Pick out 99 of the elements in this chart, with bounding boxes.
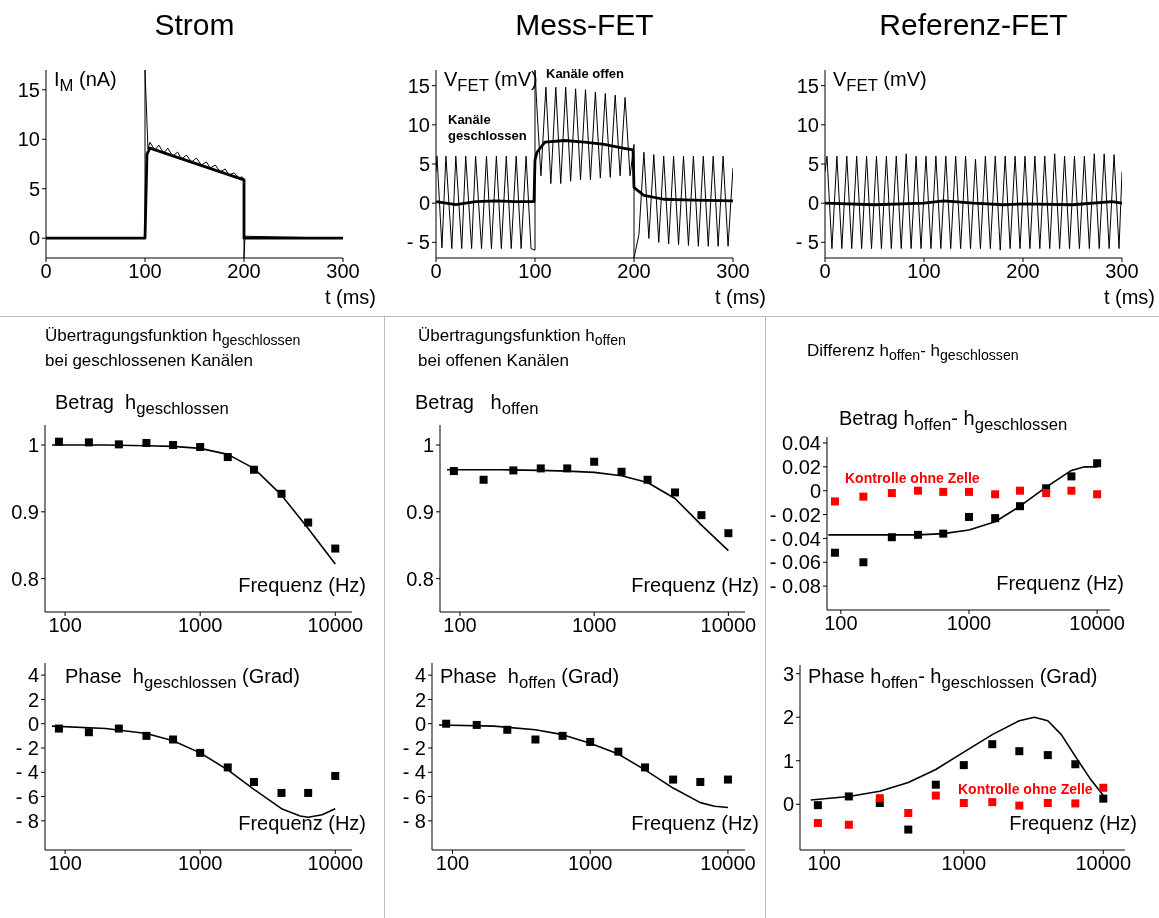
y-tick-label: 4 bbox=[414, 664, 426, 687]
x-tick-label: 1000 bbox=[946, 612, 992, 635]
y-tick-label: 2 bbox=[782, 706, 794, 729]
x-axis-title: Frequenz (Hz) bbox=[631, 812, 759, 835]
y-tick-label: 0 bbox=[28, 227, 40, 250]
y-tick-label: 3 bbox=[782, 662, 794, 685]
series-label: Kontrolle ohne Zelle bbox=[845, 470, 980, 486]
y-tick-label: - 4 bbox=[15, 761, 39, 784]
y-axis-title: Betrag h$_{geschlossen}$ bbox=[55, 391, 229, 419]
x-tick-label: 10000 bbox=[700, 852, 756, 875]
y-axis-title: Phase h$_{geschlossen}$ (Grad) bbox=[65, 665, 300, 693]
y-tick-label: 0 bbox=[27, 712, 39, 735]
x-tick-label: 10000 bbox=[307, 852, 364, 875]
x-tick-label: 1000 bbox=[177, 852, 223, 875]
y-axis-title: Betrag h$_{offen}$ bbox=[415, 391, 539, 419]
x-tick-label: 100 bbox=[824, 612, 858, 635]
chart-title: Differenz h$_{offen}$- h$_{geschlossen}$ bbox=[807, 340, 1019, 366]
y-tick-label: 0 bbox=[418, 192, 430, 215]
x-tick-label: 10000 bbox=[700, 614, 757, 637]
x-tick-label: 100 bbox=[907, 260, 941, 283]
y-tick-label: 0 bbox=[414, 712, 426, 735]
y-tick-label: 1 bbox=[422, 434, 434, 457]
annotation: Kanäle geschlossen bbox=[448, 112, 527, 144]
x-tick-label: 100 bbox=[435, 852, 470, 875]
y-axis-title: Phase h$_{offen}$- h$_{geschlossen}$ (Grad) bbox=[808, 665, 1098, 693]
y-tick-label: 10 bbox=[407, 113, 430, 136]
annotation: Kanäle offen bbox=[546, 66, 625, 82]
x-tick-label: 1000 bbox=[941, 852, 987, 875]
chart-title: Strom bbox=[153, 7, 236, 43]
x-tick-label: 10000 bbox=[1069, 612, 1125, 635]
chart-title: Übertragungsfunktion h$_{geschlossen}$ bei geschlossenen Kanälen bbox=[45, 325, 301, 372]
x-tick-label: 1000 bbox=[177, 614, 223, 637]
y-tick-label: 1 bbox=[782, 749, 794, 772]
y-tick-label: 5 bbox=[807, 153, 819, 176]
y-axis-title: Betrag h$_{offen}$- h$_{geschlossen}$ bbox=[839, 407, 1068, 435]
y-tick-label: 4 bbox=[27, 664, 39, 687]
x-axis-title: Frequenz (Hz) bbox=[996, 572, 1124, 595]
y-tick-label: - 0.08 bbox=[769, 575, 821, 598]
x-tick-label: 100 bbox=[443, 614, 477, 637]
x-tick-label: 100 bbox=[48, 614, 82, 637]
y-tick-label: 2 bbox=[414, 688, 426, 711]
y-tick-label: - 0.04 bbox=[769, 527, 821, 550]
y-tick-label: 0.04 bbox=[782, 432, 821, 455]
y-tick-label: 0 bbox=[809, 479, 821, 502]
x-tick-label: 300 bbox=[1105, 260, 1139, 283]
y-tick-label: - 0.06 bbox=[769, 551, 821, 574]
y-tick-label: 5 bbox=[418, 153, 430, 176]
y-tick-label: 0.8 bbox=[406, 567, 434, 590]
x-tick-label: 300 bbox=[326, 260, 360, 283]
x-tick-label: 200 bbox=[617, 260, 651, 283]
y-axis-title: V$_{FET}$ (mV) bbox=[833, 68, 927, 96]
x-axis-title: Frequenz (Hz) bbox=[631, 574, 759, 597]
y-tick-label: - 5 bbox=[795, 231, 819, 254]
chart-title: Übertragungsfunktion h$_{offen}$ bei offenen Kanälen bbox=[418, 326, 626, 371]
chart-title: Mess-FET bbox=[514, 7, 655, 43]
y-tick-label: 0.8 bbox=[11, 567, 39, 590]
x-tick-label: 100 bbox=[128, 260, 162, 283]
x-tick-label: 10000 bbox=[1075, 852, 1132, 875]
y-tick-label: - 2 bbox=[15, 737, 39, 760]
y-tick-label: - 6 bbox=[402, 785, 426, 808]
y-axis-title: I$_{M}$ (nA) bbox=[54, 68, 117, 96]
x-tick-label: 100 bbox=[48, 852, 82, 875]
y-tick-label: - 0.02 bbox=[769, 503, 821, 526]
y-tick-label: 5 bbox=[28, 177, 40, 200]
y-tick-label: 1 bbox=[27, 434, 39, 457]
y-tick-label: 0.9 bbox=[11, 500, 39, 523]
y-tick-label: 0.9 bbox=[406, 500, 434, 523]
y-tick-label: 10 bbox=[17, 128, 40, 151]
y-tick-label: 15 bbox=[796, 74, 819, 97]
x-tick-label: 100 bbox=[518, 260, 552, 283]
y-tick-label: 0 bbox=[807, 192, 819, 215]
y-tick-label: 0.02 bbox=[782, 455, 821, 478]
x-tick-label: 100 bbox=[807, 852, 841, 875]
y-tick-label: 2 bbox=[27, 688, 39, 711]
x-tick-label: 200 bbox=[227, 260, 261, 283]
x-tick-label: 1000 bbox=[567, 852, 613, 875]
x-axis-title: Frequenz (Hz) bbox=[1009, 812, 1137, 835]
y-tick-label: 0 bbox=[782, 793, 794, 816]
series-label: Kontrolle ohne Zelle bbox=[958, 781, 1093, 797]
y-tick-label: - 5 bbox=[406, 231, 430, 254]
y-axis-title: Phase h$_{offen}$ (Grad) bbox=[440, 665, 620, 693]
y-tick-label: - 8 bbox=[402, 809, 426, 832]
y-tick-label: - 2 bbox=[402, 737, 426, 760]
x-axis-title: t (ms) bbox=[714, 286, 766, 309]
x-axis-title: Frequenz (Hz) bbox=[238, 574, 366, 597]
y-tick-label: - 6 bbox=[15, 785, 39, 808]
x-tick-label: 1000 bbox=[571, 614, 617, 637]
y-tick-label: 10 bbox=[796, 113, 819, 136]
x-tick-label: 10000 bbox=[307, 614, 364, 637]
x-axis-title: t (ms) bbox=[324, 286, 376, 309]
x-axis-title: Frequenz (Hz) bbox=[238, 812, 366, 835]
x-tick-label: 300 bbox=[716, 260, 750, 283]
chart-title: Referenz-FET bbox=[878, 7, 1069, 43]
y-tick-label: - 8 bbox=[15, 809, 39, 832]
y-tick-label: 15 bbox=[407, 74, 430, 97]
y-tick-label: - 4 bbox=[402, 761, 426, 784]
x-tick-label: 200 bbox=[1006, 260, 1040, 283]
x-axis-title: t (ms) bbox=[1103, 286, 1155, 309]
y-tick-label: 15 bbox=[17, 78, 40, 101]
